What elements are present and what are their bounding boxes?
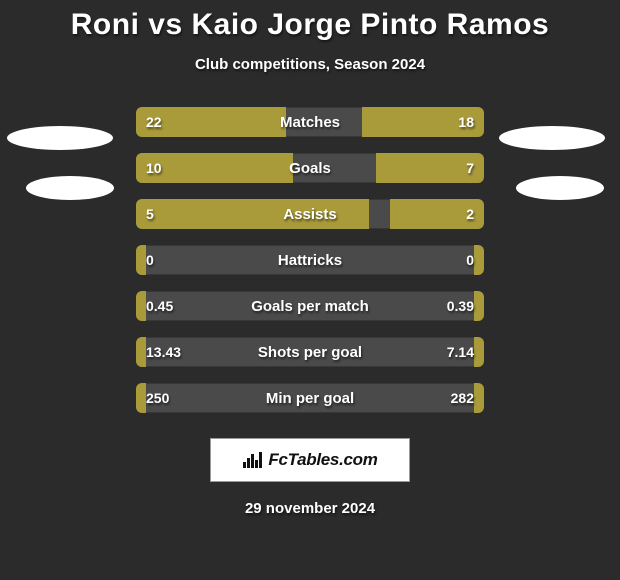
comparison-title: Roni vs Kaio Jorge Pinto Ramos [0, 0, 620, 42]
stat-row: 2218Matches [136, 107, 484, 137]
stat-rows-container: 2218Matches 107Goals 52Assists 00Hattricks 0… [0, 107, 620, 413]
stat-label: Min per goal [136, 383, 484, 413]
stat-row: 52Assists [136, 199, 484, 229]
comparison-subtitle: Club competitions, Season 2024 [0, 56, 620, 73]
player-left-name: Roni [71, 8, 140, 41]
club-badge-placeholder [516, 176, 604, 200]
stat-label: Matches [136, 107, 484, 137]
stat-row: 00Hattricks [136, 245, 484, 275]
stat-label: Assists [136, 199, 484, 229]
club-badge-placeholder [26, 176, 114, 200]
stat-row: 0.450.39Goals per match [136, 291, 484, 321]
stat-row: 107Goals [136, 153, 484, 183]
vs-separator: vs [148, 8, 182, 41]
stat-label: Goals per match [136, 291, 484, 321]
footer-date: 29 november 2024 [0, 500, 620, 517]
player-right-name: Kaio Jorge Pinto Ramos [191, 8, 549, 41]
bar-chart-icon [242, 450, 264, 470]
stat-label: Goals [136, 153, 484, 183]
club-badge-placeholder [499, 126, 605, 150]
watermark-text: FcTables.com [268, 450, 377, 470]
stat-row: 13.437.14Shots per goal [136, 337, 484, 367]
stat-row: 250282Min per goal [136, 383, 484, 413]
stat-label: Hattricks [136, 245, 484, 275]
watermark: FcTables.com [210, 438, 410, 482]
club-badge-placeholder [7, 126, 113, 150]
stat-label: Shots per goal [136, 337, 484, 367]
